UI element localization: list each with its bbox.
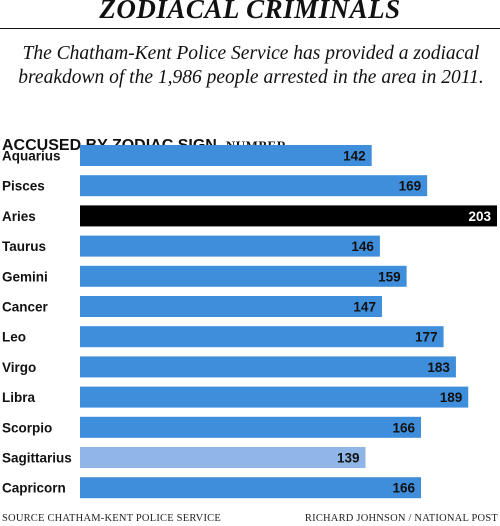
value-label-capricorn: 166	[392, 481, 415, 496]
value-label-aries: 203	[468, 209, 491, 224]
bar-scorpio	[80, 416, 421, 438]
category-label-taurus: Taurus	[2, 239, 46, 254]
title-rule	[0, 28, 500, 29]
category-label-scorpio: Scorpio	[2, 420, 52, 435]
category-label-virgo: Virgo	[2, 360, 36, 375]
category-label-sagittarius: Sagittarius	[2, 451, 72, 466]
bar-capricorn	[80, 477, 421, 499]
category-label-aquarius: Aquarius	[2, 149, 61, 164]
category-label-gemini: Gemini	[2, 269, 48, 284]
credit-note: RICHARD JOHNSON / NATIONAL POST	[304, 513, 498, 524]
bar-aquarius	[80, 145, 372, 166]
chart-title: ZODIACAL CRIMINALS	[99, 0, 401, 24]
value-label-taurus: 146	[351, 239, 374, 254]
value-label-leo: 177	[415, 330, 438, 345]
chart-subtitle: The Chatham-Kent Police Service has prov…	[18, 43, 484, 88]
value-label-pisces: 169	[399, 179, 422, 194]
bar-gemini	[80, 265, 407, 287]
value-label-aquarius: 142	[343, 149, 366, 164]
category-label-libra: Libra	[2, 390, 35, 405]
value-label-libra: 189	[440, 390, 463, 405]
category-label-capricorn: Capricorn	[2, 481, 66, 496]
value-label-cancer: 147	[353, 300, 376, 315]
bar-leo	[80, 326, 444, 348]
bar-sagittarius	[80, 447, 366, 468]
bar-libra	[80, 386, 469, 408]
category-label-pisces: Pisces	[2, 179, 45, 194]
value-label-scorpio: 166	[392, 420, 415, 435]
bar-cancer	[80, 296, 382, 317]
category-label-cancer: Cancer	[2, 300, 49, 315]
bar-virgo	[80, 356, 456, 378]
value-label-virgo: 183	[427, 360, 450, 375]
bar-pisces	[80, 175, 428, 197]
value-label-gemini: 159	[378, 269, 401, 284]
bar-aries	[80, 205, 497, 227]
source-note: SOURCE CHATHAM-KENT POLICE SERVICE	[2, 513, 221, 524]
bar-taurus	[80, 235, 380, 257]
category-label-aries: Aries	[2, 209, 36, 224]
category-label-leo: Leo	[2, 330, 26, 345]
value-label-sagittarius: 139	[337, 451, 360, 466]
